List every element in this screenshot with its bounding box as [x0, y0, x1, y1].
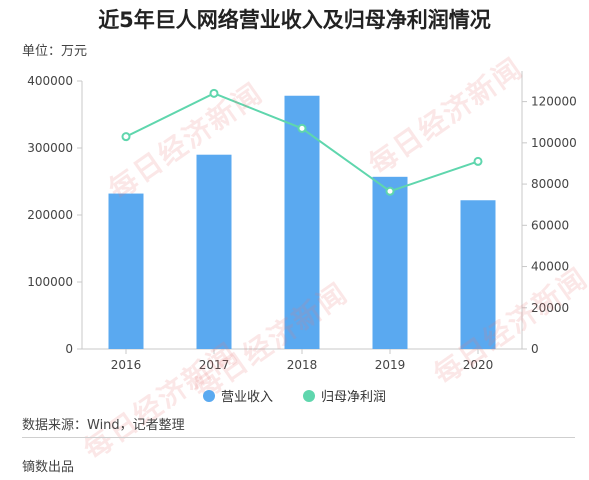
legend-label-net-profit: 归母净利润	[321, 390, 387, 405]
x-tick-label: 2017	[199, 358, 230, 372]
chart-area: 0 100000 200000 300000 400000 0 20000 40000 6000…	[27, 71, 577, 372]
legend-marker-net-profit	[303, 389, 315, 402]
bar-revenue-2018	[284, 95, 320, 350]
chart-title: 近5年巨人网络营业收入及归母净利润情况	[98, 8, 491, 32]
x-tick-label: 2020	[463, 358, 494, 372]
right-tick-label: 40000	[531, 260, 569, 274]
right-tick-label: 20000	[531, 301, 569, 315]
legend-item-net-profit[interactable]: 归母净利润	[303, 386, 386, 405]
left-tick-label: 300000	[27, 141, 73, 155]
legend: 营业收入 归母净利润	[0, 386, 589, 405]
x-tick-label: 2019	[375, 358, 406, 372]
legend-marker-revenue	[202, 389, 215, 402]
bar-revenue-2017	[196, 154, 232, 349]
divider	[22, 437, 575, 438]
left-tick-label: 400000	[27, 74, 73, 88]
point-net-profit-2019	[385, 186, 395, 196]
left-tick-label: 200000	[27, 208, 73, 222]
right-tick-label: 120000	[531, 95, 577, 109]
point-net-profit-2016	[121, 132, 131, 142]
legend-item-revenue[interactable]: 营业收入	[202, 386, 273, 405]
point-net-profit-2017	[209, 88, 219, 98]
right-tick-label: 60000	[531, 218, 569, 232]
bar-revenue-2016	[108, 193, 144, 349]
point-net-profit-2018	[297, 123, 307, 133]
x-tick-label: 2018	[287, 358, 318, 372]
left-tick-label: 100000	[27, 275, 73, 289]
left-tick-label: 0	[65, 342, 73, 356]
source-note: 数据来源：Wind，记者整理	[22, 418, 185, 433]
x-tick-label: 2016	[111, 358, 142, 372]
unit-label: 单位：万元	[22, 44, 88, 59]
right-tick-label: 80000	[531, 177, 569, 191]
right-tick-label: 100000	[531, 136, 577, 150]
legend-label-revenue: 营业收入	[220, 390, 273, 405]
footer-credit: 镝数出品	[22, 460, 75, 475]
right-tick-label: 0	[531, 342, 539, 356]
bar-revenue-2020	[460, 200, 496, 349]
point-net-profit-2020	[473, 156, 483, 166]
bar-revenue-2019	[372, 176, 408, 349]
